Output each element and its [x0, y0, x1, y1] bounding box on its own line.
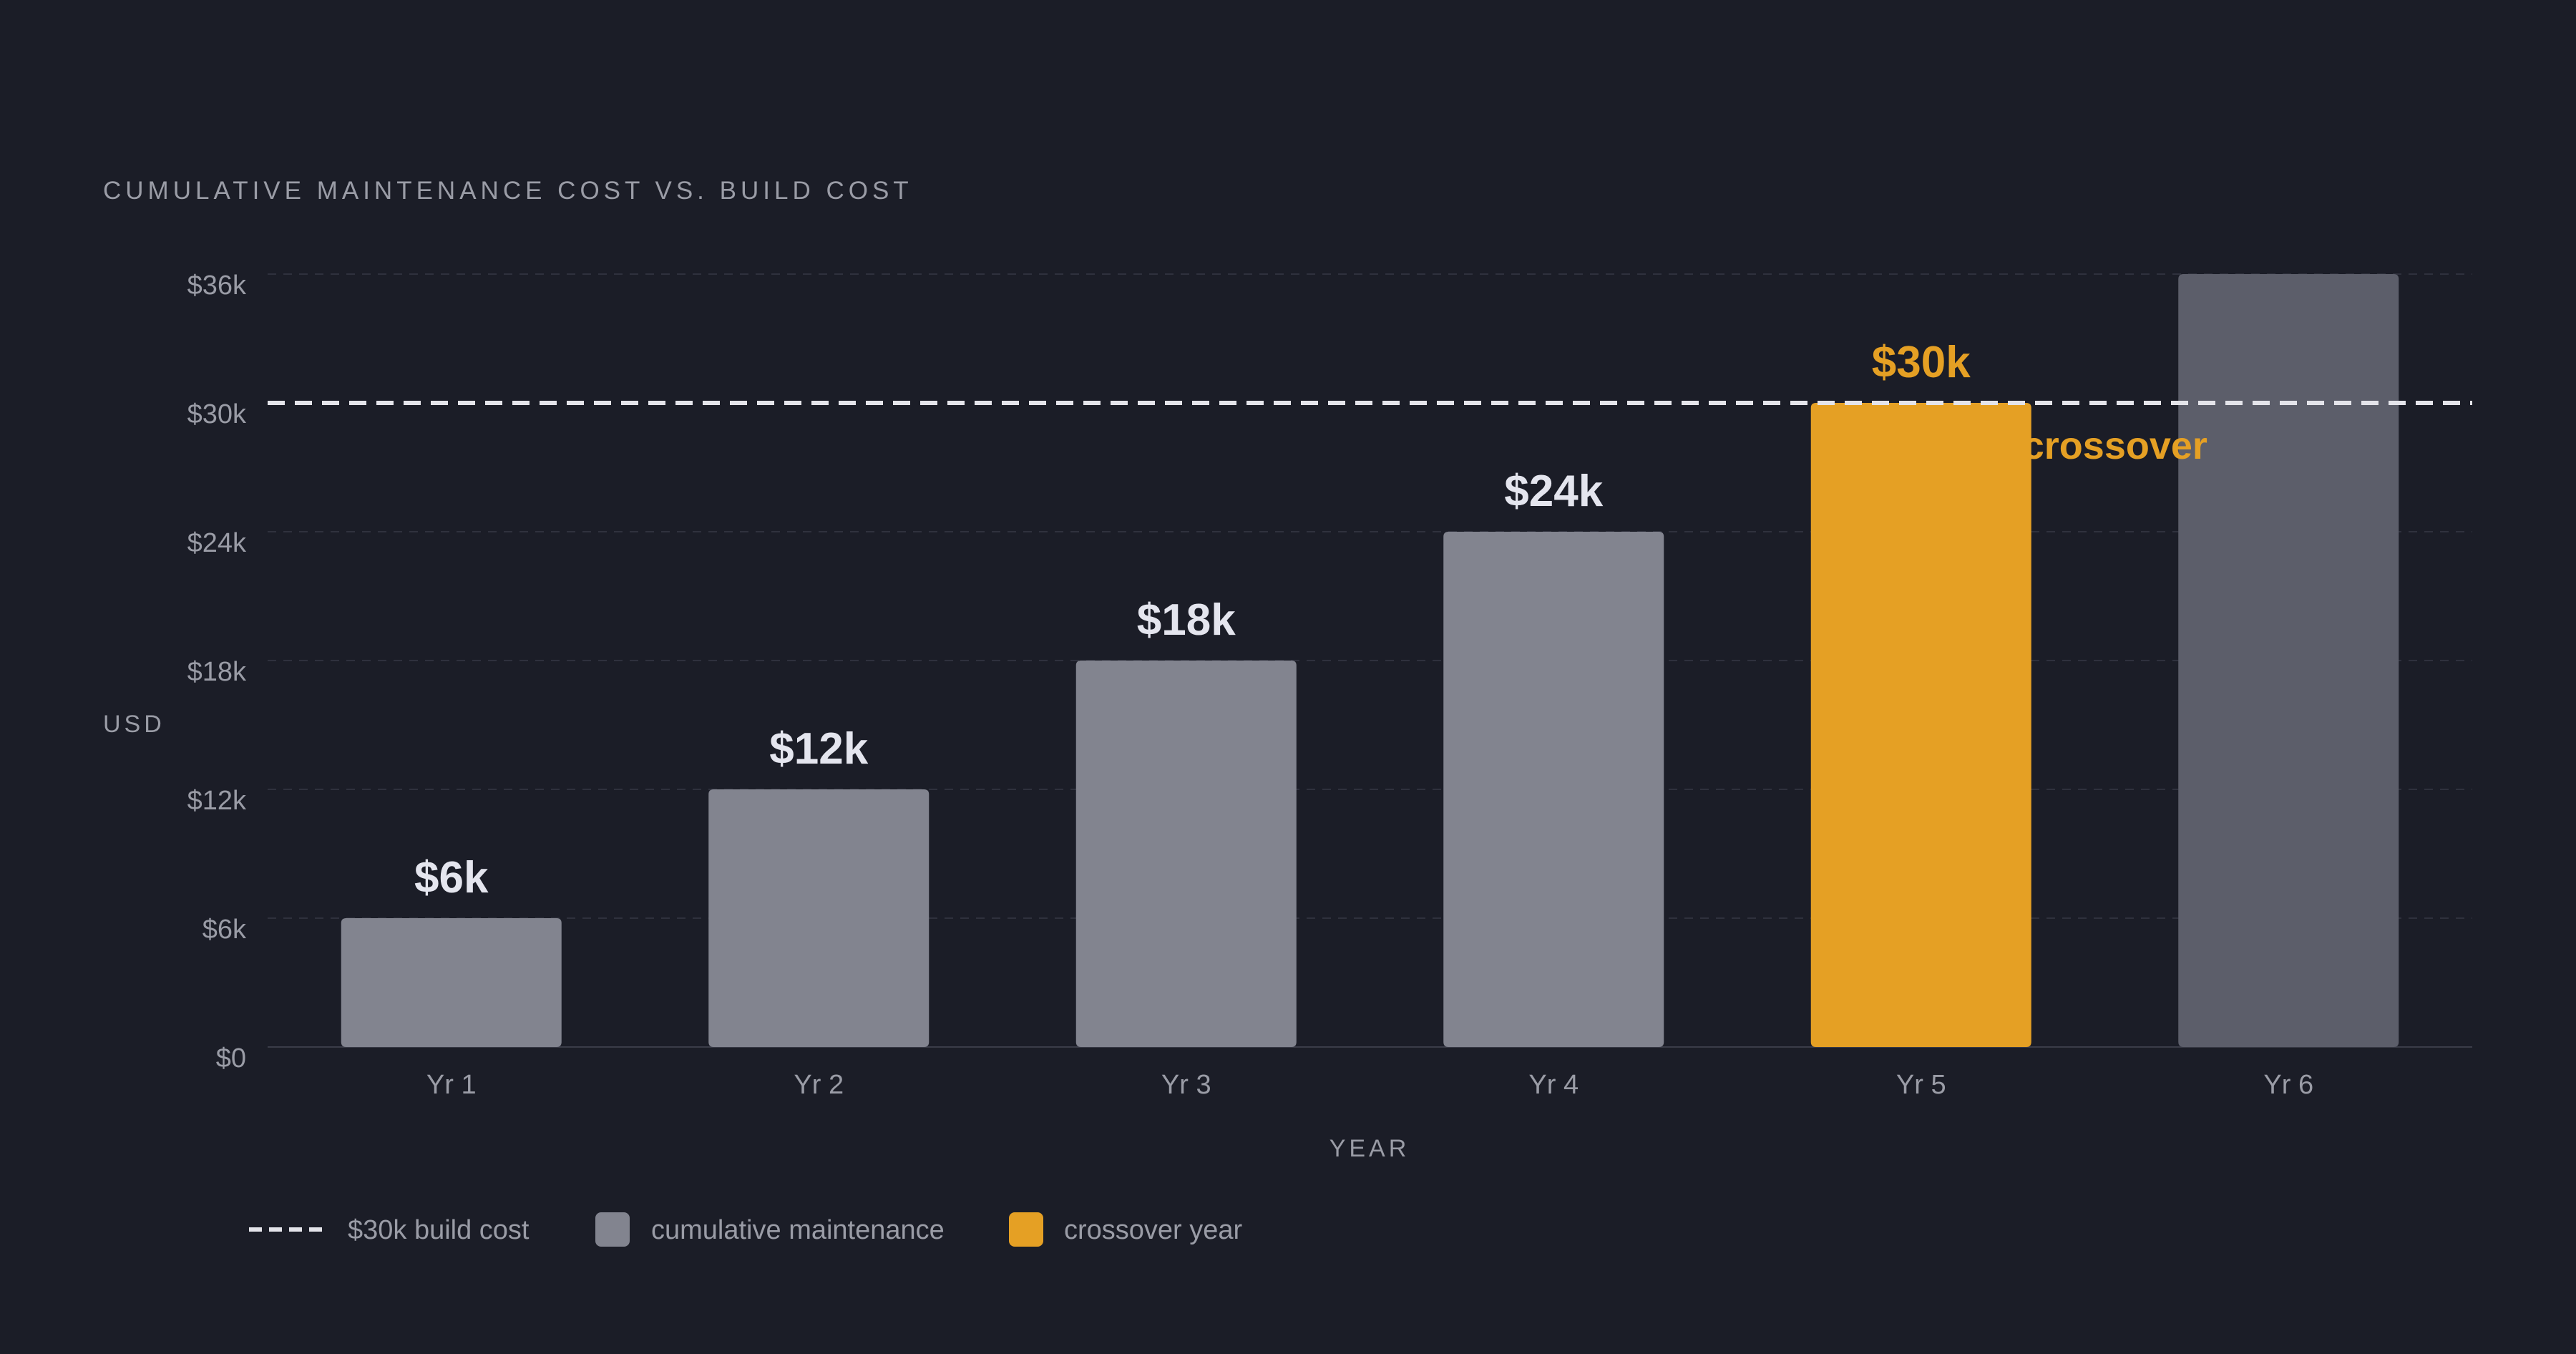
y-tick-label: $36k: [187, 271, 247, 301]
value-label: $18k: [1137, 595, 1236, 645]
bar-layer: [341, 274, 2399, 1047]
x-tick-label: Yr 4: [1528, 1070, 1579, 1100]
y-tick-label: $12k: [187, 786, 247, 816]
legend-label: crossover year: [1064, 1215, 1243, 1245]
chart-title: CUMULATIVE MAINTENANCE COST VS. BUILD CO…: [103, 177, 913, 205]
crossover-annotation: crossover: [2023, 424, 2207, 467]
value-label: $12k: [769, 724, 868, 774]
legend-label: cumulative maintenance: [651, 1215, 945, 1245]
y-axis-label: USD: [103, 711, 165, 738]
value-label: $24k: [1504, 467, 1603, 516]
bar-yr-5: [1810, 403, 2031, 1047]
x-tick-label: Yr 3: [1161, 1070, 1211, 1100]
x-tick-label: Yr 1: [426, 1070, 477, 1100]
bar-yr-3: [1075, 661, 1297, 1047]
x-tick-label: Yr 6: [2263, 1070, 2313, 1100]
legend-swatch-crossover: [1009, 1212, 1043, 1247]
y-tick-label: $6k: [203, 915, 247, 945]
x-tick-label: Yr 5: [1896, 1070, 1946, 1100]
legend-label: $30k build cost: [348, 1215, 530, 1245]
bar-yr-4: [1443, 532, 1664, 1047]
label-layer: Yr 1 $6k Yr 2 $12k Yr 3 $18k Yr 4 $24k Yr 5 $30k Y…: [414, 338, 2313, 1100]
bar-yr-2: [708, 789, 930, 1047]
legend: $30k build cost cumulative maintenance cro…: [249, 1212, 1243, 1247]
y-tick-label: $30k: [187, 399, 247, 429]
y-tick-label: $18k: [187, 657, 247, 687]
x-tick-label: Yr 2: [794, 1070, 844, 1100]
bar-yr-1: [341, 918, 562, 1047]
y-tick-label: $24k: [187, 528, 247, 558]
grid-layer: $0 $6k $12k $18k $24k $30k $36k: [187, 271, 2472, 1073]
value-label: $30k: [1872, 338, 1971, 387]
value-label: $6k: [414, 853, 489, 902]
legend-swatch-maintenance: [595, 1212, 630, 1247]
x-axis-label: YEAR: [1330, 1135, 1410, 1162]
bar-yr-6: [2178, 274, 2399, 1047]
y-tick-label: $0: [216, 1043, 246, 1073]
